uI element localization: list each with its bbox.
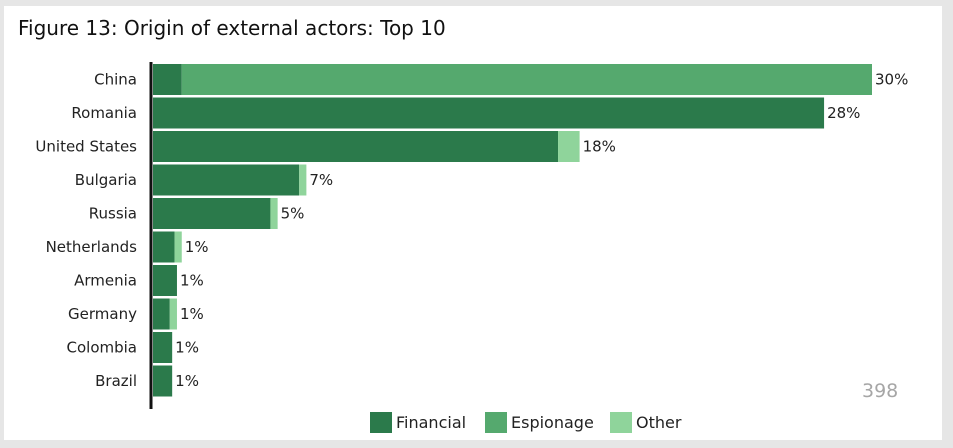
bar-financial-russia xyxy=(153,198,271,229)
legend-swatch-espionage xyxy=(485,412,507,433)
category-label-armenia: Armenia xyxy=(74,272,137,290)
data-label-germany: 1% xyxy=(180,305,204,323)
sample-size-annotation: 398 xyxy=(862,380,898,402)
bar-financial-armenia xyxy=(153,265,177,296)
bar-financial-china xyxy=(153,64,182,95)
bar-other-russia xyxy=(270,198,278,229)
bar-financial-colombia xyxy=(153,332,173,363)
bar-financial-germany xyxy=(153,298,170,330)
chart-title: Figure 13: Origin of external actors: To… xyxy=(18,16,446,40)
category-label-germany: Germany xyxy=(68,305,137,323)
legend-label-financial: Financial xyxy=(396,413,466,432)
category-label-romania: Romania xyxy=(71,104,137,122)
bar-financial-united-states xyxy=(153,131,559,162)
bar-espionage-china xyxy=(181,64,872,95)
category-label-china: China xyxy=(94,71,137,89)
category-labels: China Romania United States Bulgaria Russia N… xyxy=(35,71,137,391)
data-label-colombia: 1% xyxy=(175,339,199,357)
legend-label-espionage: Espionage xyxy=(511,413,594,432)
data-label-armenia: 1% xyxy=(180,272,204,290)
legend-swatch-other xyxy=(610,412,632,433)
category-label-netherlands: Netherlands xyxy=(46,238,138,256)
bar-financial-netherlands xyxy=(153,231,175,263)
legend-swatch-financial xyxy=(370,412,392,433)
data-label-russia: 5% xyxy=(281,205,305,223)
data-label-united-states: 18% xyxy=(583,138,616,156)
bar-financial-brazil xyxy=(153,365,173,397)
category-label-russia: Russia xyxy=(89,205,137,223)
bar-other-united-states xyxy=(558,131,580,162)
data-label-brazil: 1% xyxy=(175,372,199,390)
legend-label-other: Other xyxy=(636,413,682,432)
category-label-bulgaria: Bulgaria xyxy=(75,171,137,189)
bar-other-bulgaria xyxy=(299,164,307,196)
bar-other-germany xyxy=(169,298,177,330)
bars-layer xyxy=(153,64,872,397)
legend: Financial Espionage Other xyxy=(370,412,682,433)
bar-financial-romania xyxy=(153,97,825,129)
category-label-colombia: Colombia xyxy=(67,339,138,357)
bar-other-netherlands xyxy=(174,231,182,263)
data-label-netherlands: 1% xyxy=(185,238,209,256)
data-label-romania: 28% xyxy=(827,104,860,122)
data-labels: 30% 28% 18% 7%5% 1% 1% 1% 1% 1% xyxy=(175,71,908,391)
category-label-brazil: Brazil xyxy=(95,372,137,390)
data-label-bulgaria: 7% xyxy=(309,171,333,189)
bar-financial-bulgaria xyxy=(153,164,300,196)
data-label-china: 30% xyxy=(875,71,908,89)
category-label-united-states: United States xyxy=(35,138,137,156)
